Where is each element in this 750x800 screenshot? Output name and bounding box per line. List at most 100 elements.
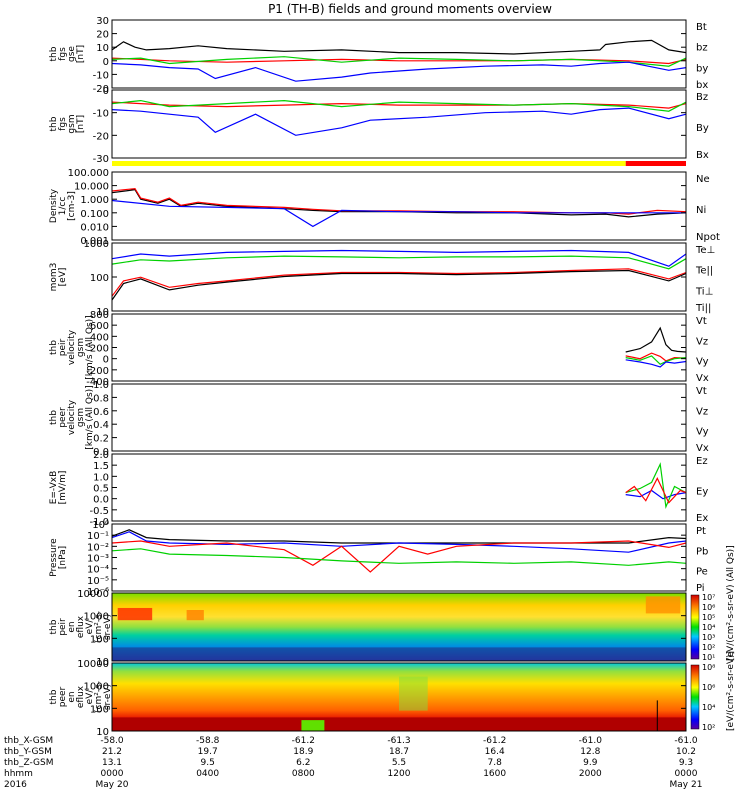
y-tick-label: 100.000	[68, 168, 109, 179]
y-tick-label: 10⁻⁶	[87, 587, 109, 598]
x-tick-label: 18.7	[389, 747, 409, 757]
colorbar-tick-label: 10⁴	[702, 623, 715, 632]
series-Ez	[625, 477, 687, 504]
mode-bar-segment	[112, 161, 626, 166]
panel-frame	[111, 19, 687, 89]
y-tick-label: 10⁻⁴	[87, 565, 109, 576]
y-tick-label: -400	[86, 377, 109, 388]
x-tick-label: 1600	[483, 769, 506, 779]
legend-entry: Pe	[696, 567, 708, 578]
chart-title: P1 (TH-B) fields and ground moments over…	[268, 2, 552, 16]
panel-frame	[111, 89, 687, 159]
x-tick-label: 13.1	[102, 758, 122, 768]
series-Ne	[111, 187, 687, 215]
y-tick-label: 0.001	[80, 236, 109, 247]
y-tick-label: 10	[96, 43, 109, 54]
panel-density: 100.000 10.000 1.000 0.100 0.010 0.001 Density…	[49, 168, 720, 247]
x-row-label: thb_Y-GSM	[4, 747, 52, 757]
legend-entry: Pb	[696, 546, 708, 557]
y-tick-label: -1.0	[89, 517, 109, 528]
x-tick-label: May 20	[96, 780, 129, 790]
y-tick-label: 20	[96, 30, 109, 41]
y-tick-label: 0.100	[80, 209, 109, 220]
colorbar-label: [eV/(cm²-s-sr-eV) (All Qs)]	[726, 545, 736, 661]
colorbar-tick-label: 10⁶	[702, 603, 715, 612]
y-tick-label: 0.4	[93, 420, 109, 431]
x-tick-label: -61.0	[674, 736, 698, 746]
y-tick-label: 100	[90, 634, 109, 645]
y-tick-label: 1.000	[80, 195, 109, 206]
y-tick-label: -0.5	[89, 506, 109, 517]
y-tick-label: 1.0	[93, 472, 109, 483]
y-tick-label: 400	[90, 332, 109, 343]
panel-frame	[111, 313, 687, 382]
y-axis-label: sr-eV)	[103, 614, 113, 640]
x-tick-label: 10.2	[676, 747, 696, 757]
legend-entry: Ni	[696, 205, 706, 216]
y-tick-label: 0	[103, 86, 109, 97]
y-tick-label: 1000	[84, 682, 109, 693]
x-row-label: thb_X-GSM	[4, 736, 53, 746]
series-Te⊥	[111, 268, 687, 297]
x-tick-label: 18.9	[293, 747, 313, 757]
panel-peer_spec: 10⁸ 10⁶ 10⁴ 10² [eV/(cm²-s-sr-eV)] 10000 1000 1…	[49, 651, 736, 738]
colorbar-tick-label: 10²	[702, 723, 715, 732]
series-Vx	[625, 359, 687, 368]
y-axis-label: fgs	[58, 47, 68, 61]
y-tick-label: 10000	[77, 659, 109, 670]
x-tick-label: -61.2	[483, 736, 506, 746]
x-tick-label: 0800	[292, 769, 315, 779]
x-tick-label: 9.3	[679, 758, 693, 768]
y-axis-label: thb	[49, 116, 59, 131]
colorbar-tick-label: 10⁵	[702, 613, 715, 622]
legend-entry: Ex	[696, 513, 708, 524]
y-axis-label: fgs	[58, 117, 68, 131]
y-axis-label: Pressure	[49, 538, 59, 577]
colorbar-label: [eV/(cm²-s-sr-eV)]	[726, 651, 736, 731]
panel-frame	[111, 592, 687, 662]
legend-entry: Vt	[696, 316, 707, 327]
legend-entry: Ne	[696, 174, 710, 185]
colorbar-tick-label: 10⁴	[702, 703, 715, 712]
x-tick-label: -61.0	[579, 736, 603, 746]
y-tick-label: -20	[93, 84, 109, 95]
y-tick-label: -200	[86, 366, 109, 377]
y-axis-label: peer	[58, 407, 68, 428]
legend-entry: Vx	[696, 373, 709, 384]
y-tick-label: 0	[103, 57, 109, 68]
y-tick-label: 1.0	[93, 380, 109, 391]
x-tick-label: 5.5	[392, 758, 406, 768]
mode-bar-segment	[625, 161, 686, 166]
y-axis-label: [nPa]	[58, 546, 68, 569]
legend-entry: bx	[696, 80, 708, 91]
y-axis-label: velocity	[67, 329, 77, 365]
y-axis-label: peir	[58, 618, 68, 636]
y-axis-label: peir	[58, 338, 68, 356]
colorbar-tick-label: 10⁷	[702, 593, 715, 602]
x-tick-label: -61.2	[292, 736, 315, 746]
y-tick-label: 10000	[77, 589, 109, 600]
y-axis-label: eV/	[85, 689, 95, 705]
x-tick-label: 12.8	[580, 747, 600, 757]
spectrogram-feature	[112, 717, 686, 731]
series-Npot	[111, 199, 686, 228]
series-bx	[111, 61, 687, 82]
y-tick-label: 10	[96, 657, 109, 668]
x-tick-label: -58.0	[100, 736, 124, 746]
series-Vt	[625, 326, 687, 353]
y-axis-label: gsm	[67, 114, 77, 133]
panel-frame	[111, 523, 687, 592]
y-axis-label: en	[67, 691, 77, 702]
y-axis-label: [nT]	[76, 115, 86, 133]
x-tick-label: 16.4	[485, 747, 505, 757]
x-tick-label: 0000	[675, 769, 698, 779]
y-axis-label: gsm	[76, 408, 86, 427]
y-tick-label: 10.000	[74, 182, 109, 193]
x-tick-label: 0000	[101, 769, 124, 779]
y-tick-label: 1.5	[93, 461, 109, 472]
y-tick-label: 10⁻¹	[87, 531, 109, 542]
y-axis-label: (cm²-s-	[94, 611, 104, 643]
y-tick-label: 100	[90, 704, 109, 715]
